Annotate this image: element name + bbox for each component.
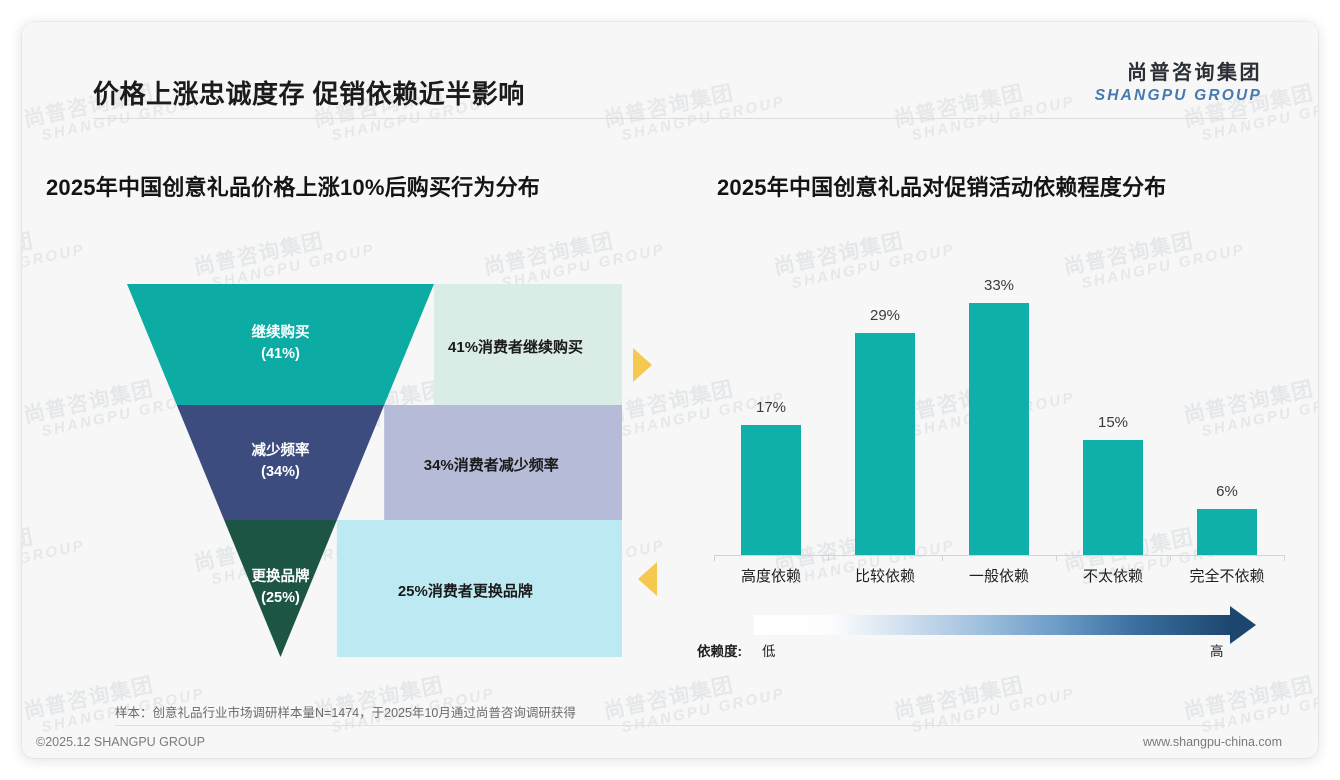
logo-cn-text: 尚普咨询集团 xyxy=(1127,62,1262,84)
slide-card: 尚普咨询集团 SHANGPU GROUP 尚普咨询集团 SHANGPU GROUP 尚普… xyxy=(22,22,1318,758)
bar[interactable] xyxy=(741,425,801,555)
funnel-chart: 继续购买 (41%) 41%消费者继续购买 减少频率 (34%) 34%消费者减少频率 更换… xyxy=(22,22,670,758)
axis-tick xyxy=(1284,555,1285,561)
funnel-stage[interactable] xyxy=(176,405,385,520)
bar-plot-area xyxy=(714,280,1284,555)
bar-value-label: 15% xyxy=(1097,414,1129,432)
category-label: 完全不依赖 xyxy=(1189,568,1265,585)
axis-tick xyxy=(1170,555,1171,561)
axis-tick xyxy=(714,555,715,561)
bar[interactable] xyxy=(969,302,1029,555)
sample-footnote: 样本：创意礼品行业市场调研样本量N=1474，于2025年10月通过尚普咨询调研… xyxy=(115,706,576,720)
legend-high-label: 高 xyxy=(1210,644,1224,659)
footnote-divider xyxy=(115,725,1225,726)
axis-tick xyxy=(1056,555,1057,561)
category-label: 一般依赖 xyxy=(968,568,1029,585)
funnel-stage[interactable] xyxy=(127,284,434,405)
funnel-panel-text: 34%消费者减少频率 xyxy=(423,456,559,474)
dependency-bar-chart: 17% 高度依赖 29% 比较依赖 33% 一般依赖 15% 不太依赖 6% 完全不依赖 xyxy=(670,22,1318,758)
page-title: 价格上涨忠诚度存 促销依赖近半影响 xyxy=(93,79,525,109)
bar[interactable] xyxy=(855,333,915,555)
funnel-svg xyxy=(127,284,622,657)
funnel-panel xyxy=(384,405,622,520)
right-chart-title: 2025年中国创意礼品对促销活动依赖程度分布 xyxy=(717,175,1167,200)
funnel-panel xyxy=(336,520,622,657)
triangle-left-icon xyxy=(638,562,657,596)
bar[interactable] xyxy=(1083,440,1143,555)
gradient-bar xyxy=(754,615,1231,635)
bar-value-label: 33% xyxy=(983,276,1015,294)
header-divider xyxy=(93,118,1247,119)
slide-header: 价格上涨忠诚度存 促销依赖近半影响 尚普咨询集团 SHANGPU GROUP xyxy=(22,22,1318,118)
website-link[interactable]: www.shangpu-china.com xyxy=(1143,735,1282,749)
logo-en-text: SHANGPU GROUP xyxy=(1094,87,1262,104)
x-axis-line xyxy=(714,555,1284,556)
gradient-arrow-icon xyxy=(1230,606,1256,644)
left-chart-title: 2025年中国创意礼品价格上涨10%后购买行为分布 xyxy=(46,175,540,200)
funnel-panel-text: 25%消费者更换品牌 xyxy=(397,582,533,600)
slide-footer: ©2025.12 SHANGPU GROUP www.shangpu-china… xyxy=(22,726,1318,758)
legend-low-label: 低 xyxy=(762,644,776,659)
category-label: 不太依赖 xyxy=(1082,568,1143,585)
funnel-panel-text: 41%消费者继续购买 xyxy=(448,338,584,356)
dependency-gradient-legend: 依赖度: 低 高 xyxy=(670,606,1318,680)
legend-label: 依赖度: xyxy=(697,644,742,659)
funnel-panel xyxy=(434,284,622,405)
category-label: 比较依赖 xyxy=(854,568,915,585)
bar-value-label: 29% xyxy=(869,307,901,325)
axis-tick xyxy=(942,555,943,561)
axis-tick xyxy=(828,555,829,561)
bar-value-label: 17% xyxy=(755,399,787,417)
brand-logo: 尚普咨询集团 SHANGPU GROUP xyxy=(1095,63,1262,104)
bar-value-label: 6% xyxy=(1216,483,1238,501)
funnel-stage[interactable] xyxy=(224,520,337,657)
triangle-right-icon xyxy=(633,348,652,382)
bar[interactable] xyxy=(1197,509,1257,555)
category-label: 高度依赖 xyxy=(740,568,801,585)
copyright-text: ©2025.12 SHANGPU GROUP xyxy=(36,735,205,749)
